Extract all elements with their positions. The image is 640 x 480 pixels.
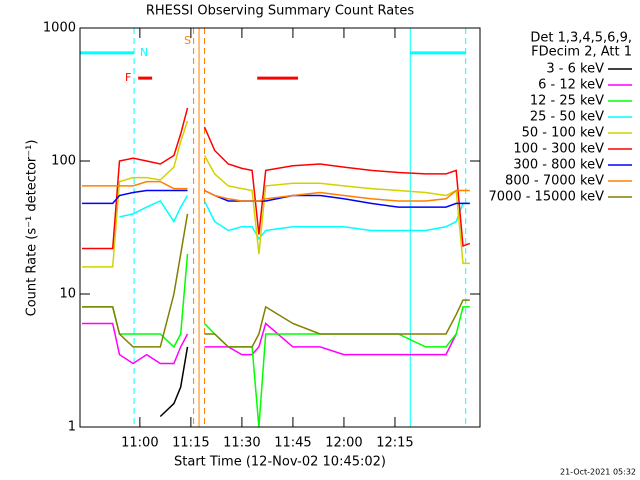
series-line <box>159 346 189 418</box>
x-tick-label: 11:00 <box>121 436 158 451</box>
series-line <box>82 107 471 250</box>
series-line <box>82 120 470 268</box>
x-tick-label: 12:15 <box>376 436 413 451</box>
x-tick-label: 11:30 <box>223 436 260 451</box>
chart-title: RHESSI Observing Summary Count Rates <box>146 4 415 19</box>
series-line <box>82 180 470 202</box>
flag-label: S <box>184 34 191 47</box>
x-tick-label: 11:45 <box>274 436 311 451</box>
flag-label: F <box>125 71 131 84</box>
footer: 21-Oct-2021 05:32 <box>560 468 636 477</box>
x-tick-label: 12:00 <box>325 436 362 451</box>
legend-label: 300 - 800 keV <box>513 158 604 173</box>
y-axis-label: Count Rate (s⁻¹ detector⁻¹) <box>25 140 40 317</box>
x-axis-label: Start Time (12-Nov-02 10:45:02) <box>174 455 386 470</box>
legend-title: Det 1,3,4,5,6,9, <box>530 31 632 46</box>
series-line <box>82 213 470 348</box>
flag-label: N <box>140 46 148 59</box>
x-tick-label: 11:15 <box>172 436 209 451</box>
legend-label: 800 - 7000 keV <box>505 174 604 189</box>
y-tick-label: 1 <box>68 420 76 435</box>
legend-label: 12 - 25 keV <box>530 94 604 109</box>
plot-frame <box>79 27 481 428</box>
legend-label: 25 - 50 keV <box>530 110 604 125</box>
legend-label: 50 - 100 keV <box>522 126 605 141</box>
y-tick-label: 100 <box>51 154 76 169</box>
series-line <box>82 322 457 365</box>
legend-label: 7000 - 15000 keV <box>489 190 605 205</box>
y-tick-label: 1000 <box>43 21 76 36</box>
series-line <box>119 195 470 241</box>
legend-label: 6 - 12 keV <box>538 78 604 93</box>
legend-label: 3 - 6 keV <box>546 62 604 77</box>
y-tick-label: 10 <box>59 287 76 302</box>
legend-label: 100 - 300 keV <box>513 142 604 157</box>
legend-title: FDecim 2, Att 1 <box>531 45 632 60</box>
